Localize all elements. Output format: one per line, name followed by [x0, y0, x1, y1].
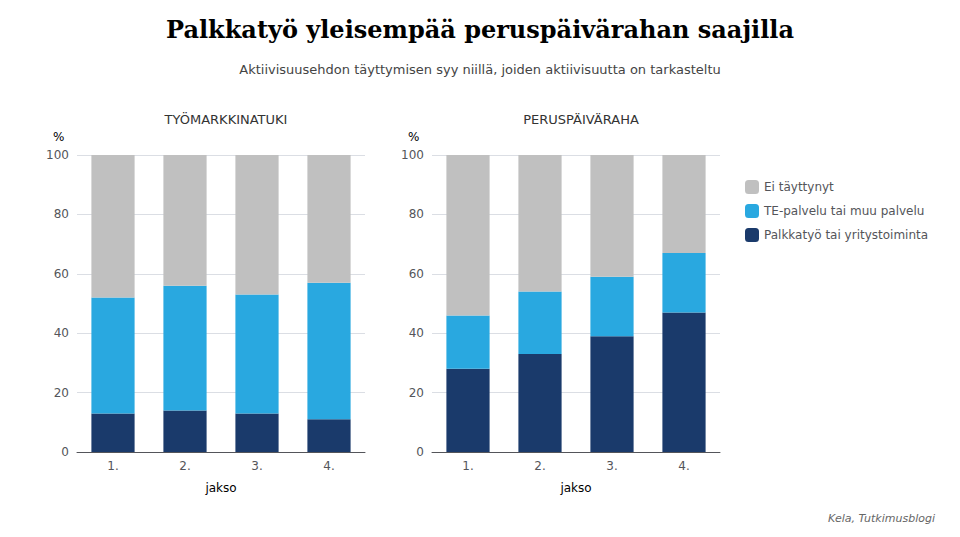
svg-text:80: 80 [409, 207, 424, 221]
svg-text:Aktiivisuusehdon täyttymisen s: Aktiivisuusehdon täyttymisen syy niillä,… [239, 62, 720, 77]
svg-text:4.: 4. [678, 459, 689, 473]
svg-text:20: 20 [54, 386, 69, 400]
svg-text:%: % [408, 130, 419, 144]
svg-text:PERUSPÄIVÄRAHA: PERUSPÄIVÄRAHA [523, 112, 639, 127]
svg-text:1.: 1. [462, 459, 473, 473]
svg-text:4.: 4. [323, 459, 334, 473]
svg-text:3.: 3. [606, 459, 617, 473]
svg-text:TYÖMARKKINATUKI: TYÖMARKKINATUKI [164, 111, 288, 127]
svg-text:80: 80 [54, 207, 69, 221]
svg-text:2.: 2. [179, 459, 190, 473]
svg-text:Palkkatyö yleisempää peruspäiv: Palkkatyö yleisempää peruspäivärahan saa… [166, 15, 794, 44]
svg-text:3.: 3. [251, 459, 262, 473]
svg-text:20: 20 [409, 386, 424, 400]
svg-text:1.: 1. [107, 459, 118, 473]
svg-text:100: 100 [46, 148, 69, 162]
svg-text:60: 60 [409, 267, 424, 281]
svg-text:Kela, Tutkimusblogi: Kela, Tutkimusblogi [828, 512, 935, 525]
svg-text:0: 0 [61, 445, 69, 459]
svg-text:100: 100 [401, 148, 424, 162]
svg-text:jakso: jakso [204, 481, 236, 495]
svg-text:40: 40 [54, 326, 69, 340]
svg-text:0: 0 [416, 445, 424, 459]
svg-text:%: % [53, 130, 64, 144]
svg-text:40: 40 [409, 326, 424, 340]
svg-text:60: 60 [54, 267, 69, 281]
svg-text:Palkkatyö tai yritystoiminta: Palkkatyö tai yritystoiminta [764, 228, 928, 242]
svg-text:2.: 2. [534, 459, 545, 473]
svg-text:TE-palvelu tai muu palvelu: TE-palvelu tai muu palvelu [763, 204, 924, 218]
svg-text:Ei täyttynyt: Ei täyttynyt [764, 180, 834, 194]
svg-text:jakso: jakso [559, 481, 591, 495]
